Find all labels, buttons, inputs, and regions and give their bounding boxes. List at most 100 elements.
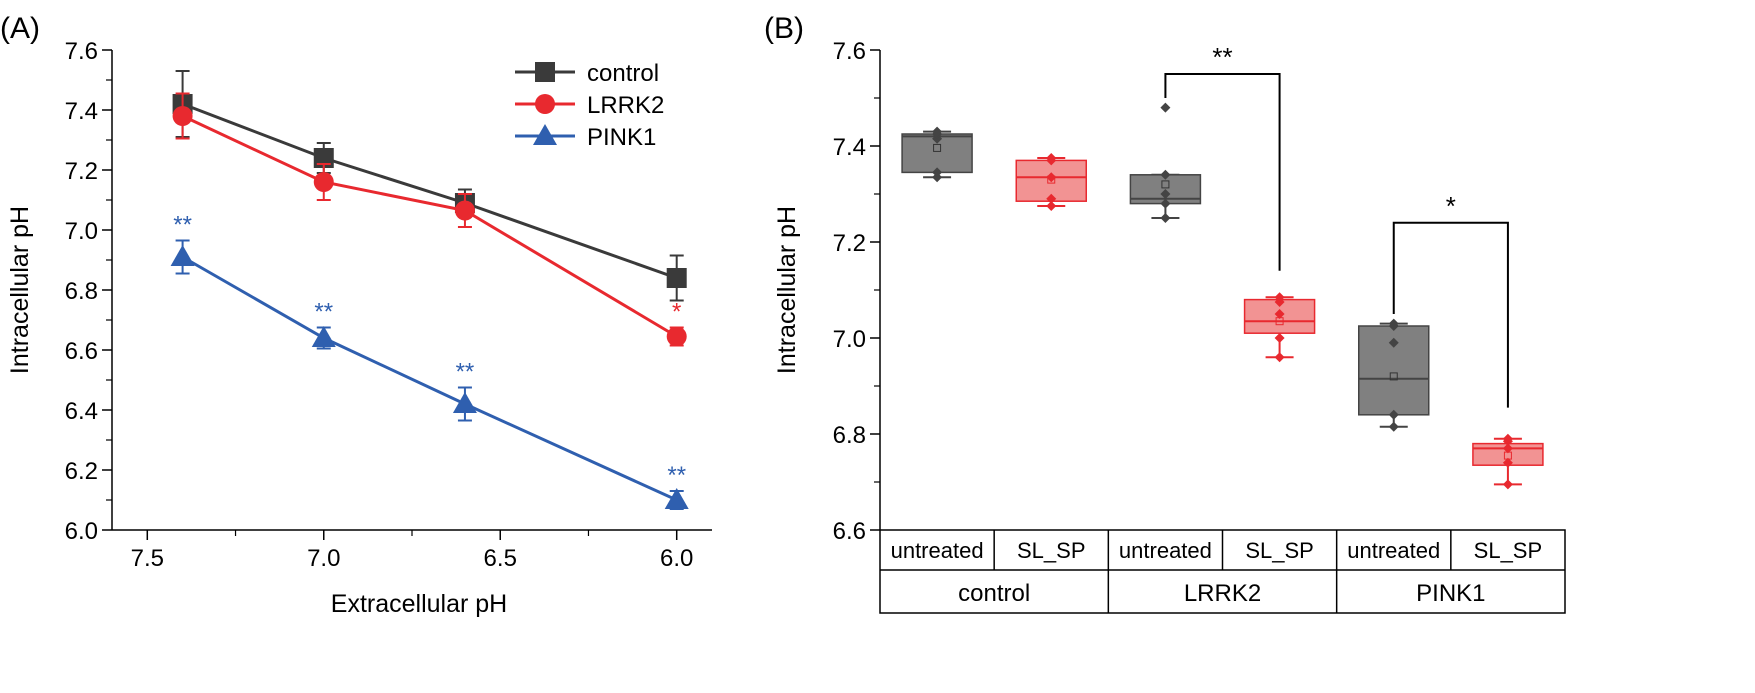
- treatment-label: untreated: [1347, 538, 1440, 563]
- panel-b-y-tick-label: 7.6: [833, 38, 866, 65]
- box-lrrk2-untreated: [1129, 102, 1202, 223]
- series-pink1: ** ** ** **: [170, 212, 689, 510]
- box-data-point: [932, 167, 943, 178]
- box-data-point: [1502, 443, 1513, 454]
- significance-marker: **: [314, 299, 333, 326]
- box-lrrk2-sl-sp: [1243, 292, 1316, 363]
- data-point: [452, 392, 477, 413]
- panel-a-x-tick-label: 7.5: [131, 545, 164, 572]
- bracket-line: [1164, 73, 1281, 271]
- panel-b-label: (B): [764, 12, 804, 45]
- significance-marker: **: [456, 359, 475, 386]
- significance-marker: **: [667, 462, 686, 489]
- data-point: [172, 106, 193, 126]
- box-data-point: [1160, 198, 1171, 209]
- box-data-point: [1388, 337, 1399, 348]
- panel-b-y-tick-label: 6.8: [833, 422, 866, 449]
- panel-a-y-tick-label: 6.2: [65, 458, 98, 485]
- box-data-point: [1388, 409, 1399, 420]
- panel-a-x-tick-label: 6.0: [660, 545, 693, 572]
- box-pink1-sl-sp: [1472, 433, 1544, 490]
- box-data-point: [1274, 352, 1285, 363]
- significance-bracket: **: [1164, 42, 1281, 271]
- data-point: [311, 326, 336, 347]
- panel-a-x-tick-label: 7.0: [307, 545, 340, 572]
- panel-b-y-tick-label: 7.2: [833, 230, 866, 257]
- legend-marker: [535, 62, 555, 82]
- box-data-point: [1274, 292, 1285, 303]
- box-data-point: [1274, 333, 1285, 343]
- box-control-untreated: [901, 126, 973, 183]
- panel-a-y-tick-label: 7.4: [65, 98, 98, 125]
- box-data-point: [1046, 193, 1057, 204]
- box-data-point: [1160, 213, 1171, 223]
- data-point: [666, 268, 687, 288]
- panel-a-y-tick-label: 7.2: [65, 158, 98, 185]
- panel-a-y-tick-label: 6.6: [65, 338, 98, 365]
- box-mean: [1161, 180, 1170, 189]
- box-data-point: [1046, 201, 1057, 211]
- significance-marker: *: [672, 299, 681, 326]
- panel-a-y-tick-label: 7.6: [65, 38, 98, 65]
- box-data-point: [1388, 318, 1399, 329]
- panel-a-y-tick-label: 6.0: [65, 518, 98, 545]
- treatment-label: untreated: [1119, 538, 1212, 563]
- legend-marker: [533, 124, 557, 145]
- panel-b-y-tick-label: 7.0: [833, 326, 866, 353]
- box-data-point: [1046, 172, 1057, 183]
- panel-b-y-tick-label: 7.4: [833, 134, 866, 161]
- significance-bracket: *: [1392, 191, 1509, 408]
- legend-label: PINK1: [587, 124, 656, 151]
- box-data-point: [1502, 433, 1513, 444]
- data-point: [666, 326, 687, 347]
- data-point: [170, 245, 195, 266]
- panel-b-y-label: Intracellular pH: [773, 206, 801, 374]
- data-point: [313, 172, 334, 192]
- significance-label: *: [1446, 191, 1456, 221]
- box-data-point: [1274, 309, 1285, 319]
- box-control-sl-sp: [1015, 153, 1087, 211]
- data-point: [664, 488, 689, 509]
- box-data-point: [1046, 153, 1057, 163]
- treatment-label: SL_SP: [1245, 538, 1314, 563]
- box-pink1-untreated: [1358, 318, 1430, 432]
- panel-a-x-label: Extracellular pH: [331, 590, 507, 618]
- box-data-point: [1502, 479, 1513, 490]
- panel-b-y-tick-label: 6.6: [833, 518, 866, 545]
- legend-label: LRRK2: [587, 92, 664, 119]
- box-data-point: [1388, 421, 1399, 432]
- group-label: control: [958, 580, 1030, 607]
- box-data-point: [1160, 189, 1171, 199]
- panel-a-y-tick-label: 6.4: [65, 398, 98, 425]
- box-data-point: [1502, 457, 1513, 468]
- panel-a: (A) 6.0 6.2 6.4 6.6 6.8 7.0 7.2 7.4 7.6 7.5 7.0 6.…: [0, 12, 712, 618]
- box-data-point: [1160, 102, 1171, 113]
- treatment-label: SL_SP: [1474, 538, 1543, 563]
- box-data-point: [1160, 169, 1171, 180]
- panel-b-category-table: untreated SL_SP untreated SL_SP untreated SL_…: [879, 529, 1566, 614]
- panel-a-label: (A): [0, 12, 40, 45]
- legend-marker: [535, 94, 555, 114]
- box-mean: [1389, 372, 1398, 381]
- box-data-point: [932, 126, 943, 137]
- series-line: [181, 255, 678, 502]
- significance-label: **: [1212, 42, 1232, 72]
- treatment-label: untreated: [891, 538, 984, 563]
- box-mean: [933, 143, 942, 152]
- significance-marker: **: [173, 212, 192, 239]
- series-line: [181, 114, 678, 338]
- bracket-line: [1392, 221, 1509, 408]
- series-lrrk2: *: [172, 92, 687, 347]
- series-line: [182, 102, 678, 280]
- panel-a-y-label: Intracellular pH: [6, 206, 34, 374]
- panel-a-legend: control LRRK2 PINK1: [515, 60, 664, 151]
- panel-b: (B) 6.66.87.07.27.47.6 Intracellular pH …: [764, 12, 1566, 614]
- data-point: [454, 200, 475, 221]
- panel-a-y-tick-label: 6.8: [65, 278, 98, 305]
- panel-a-y-tick-label: 7.0: [65, 218, 98, 245]
- treatment-label: SL_SP: [1017, 538, 1086, 563]
- group-label: PINK1: [1416, 580, 1485, 607]
- group-label: LRRK2: [1184, 580, 1261, 607]
- panel-a-x-tick-label: 6.5: [484, 545, 517, 572]
